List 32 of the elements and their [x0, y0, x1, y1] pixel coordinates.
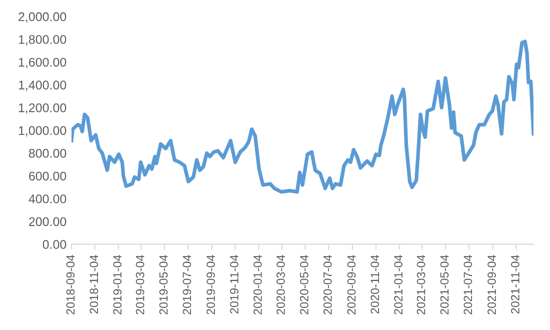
x-tick-label: 2019-01-04	[113, 254, 122, 314]
x-tick-label: 2021-01-04	[394, 254, 403, 314]
x-tick-label: 2020-09-04	[347, 254, 356, 314]
line-series	[72, 40, 534, 194]
x-tick-label: 2018-11-04	[90, 254, 98, 314]
x-tick-label: 2020-11-04	[370, 254, 380, 314]
y-tick-label: 0.00	[42, 240, 66, 249]
y-tick-label: 2,000.00	[18, 12, 66, 23]
x-tick-label: 2020-05-04	[300, 254, 308, 314]
x-tick-label: 2018-09-04	[66, 254, 75, 314]
y-tick-label: 1,600.00	[18, 58, 66, 68]
y-tick-label: 1,400.00	[18, 80, 66, 91]
x-tick-label: 2021-09-04	[488, 254, 496, 314]
y-tick-label: 600.00	[29, 172, 66, 181]
x-tick-label: 2021-11-04	[511, 254, 520, 314]
y-tick-label: 1,000.00	[18, 126, 66, 136]
y-tick-label: 200.00	[29, 217, 66, 226]
x-tick-label: 2020-01-04	[253, 254, 262, 314]
x-tick-label: 2021-03-04	[416, 254, 426, 314]
x-tick-label: 2019-09-04	[206, 254, 215, 314]
x-tick-label: 2019-03-04	[136, 254, 144, 314]
x-tick-label: 2020-03-04	[276, 254, 285, 314]
x-tick-label: 2019-11-04	[230, 254, 238, 314]
x-tick-label: 2021-05-04	[440, 254, 449, 314]
y-tick-label: 400.00	[28, 194, 66, 204]
x-tick-label: 2019-05-04	[159, 254, 168, 314]
x-tick-label: 2020-07-04	[323, 254, 332, 314]
y-tick-label: 1,800.00	[18, 35, 66, 46]
x-tick-label: 2021-07-04	[464, 254, 472, 314]
y-tick-label: 1,200.00	[18, 103, 66, 114]
y-tick-label: 800.00	[28, 148, 66, 158]
x-tick-label: 2019-07-04	[182, 254, 192, 314]
